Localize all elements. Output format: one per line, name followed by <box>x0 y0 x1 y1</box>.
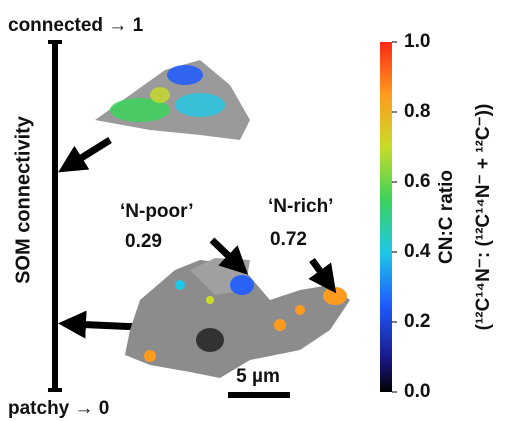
colorbar <box>380 42 392 392</box>
colorbar-tick-label: 0.0 <box>404 381 430 402</box>
bottom-label: patchy → 0 <box>8 398 109 419</box>
colorbar-title: CN:C ratio <box>436 170 457 264</box>
colorbar-tick-label: 1.0 <box>404 31 430 52</box>
arrow <box>58 310 141 339</box>
annotation-value: 0.29 <box>125 231 162 252</box>
sample-image <box>95 60 250 140</box>
annotation-value: 0.72 <box>270 229 307 250</box>
colorbar-subtitle: (¹²C¹⁴N⁻: (¹²C¹⁴N⁻ + ¹²C⁻)) <box>473 104 494 331</box>
colorbar-tick-label: 0.8 <box>404 101 430 122</box>
arrow <box>209 237 249 275</box>
sample-image <box>125 258 350 378</box>
top-label: connected → 1 <box>8 15 144 36</box>
colorbar-tick-label: 0.4 <box>404 241 431 262</box>
colorbar-tick-label: 0.6 <box>404 171 430 192</box>
arrow <box>58 137 112 173</box>
annotation-label: ‘N-rich’ <box>268 196 333 217</box>
annotation-label: ‘N-poor’ <box>120 201 194 222</box>
arrow <box>308 257 337 294</box>
colorbar-tick-label: 0.2 <box>404 311 430 332</box>
axis-title: SOM connectivity <box>12 115 34 284</box>
scale-bar-label: 5 µm <box>236 366 280 387</box>
